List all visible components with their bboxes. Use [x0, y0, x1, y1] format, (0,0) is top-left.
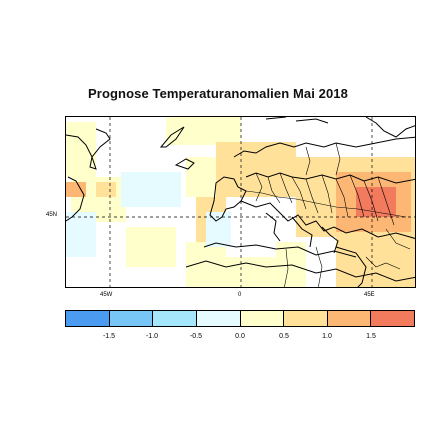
- legend-swatch: [284, 311, 328, 326]
- color-legend: [65, 310, 415, 327]
- lon-label-45w: 45W: [100, 292, 113, 298]
- legend-swatch: [153, 311, 197, 326]
- legend-tick: -0.5: [189, 333, 203, 340]
- legend-swatch: [327, 311, 372, 326]
- legend-tick: 1.5: [366, 333, 376, 340]
- lat-label-45n: 45N: [46, 212, 58, 218]
- legend-tick: 0.0: [235, 333, 245, 340]
- legend-swatch: [240, 311, 285, 326]
- graticule: [66, 117, 415, 287]
- map-canvas: [66, 117, 415, 287]
- anomaly-map: [65, 116, 416, 288]
- legend-swatch: [196, 311, 241, 326]
- legend-swatch: [371, 311, 414, 326]
- legend-tick: 0.5: [279, 333, 289, 340]
- legend-swatch: [66, 311, 110, 326]
- legend-tick: -1.0: [145, 333, 159, 340]
- legend-tick: 1.0: [322, 333, 332, 340]
- lon-label-0: 0: [238, 292, 242, 298]
- legend-tick: -1.5: [102, 333, 116, 340]
- lon-label-45e: 45E: [364, 292, 375, 298]
- legend-swatch: [109, 311, 154, 326]
- anomaly-fill: [66, 117, 415, 287]
- chart-title: Prognose Temperaturanomalien Mai 2018: [88, 86, 348, 101]
